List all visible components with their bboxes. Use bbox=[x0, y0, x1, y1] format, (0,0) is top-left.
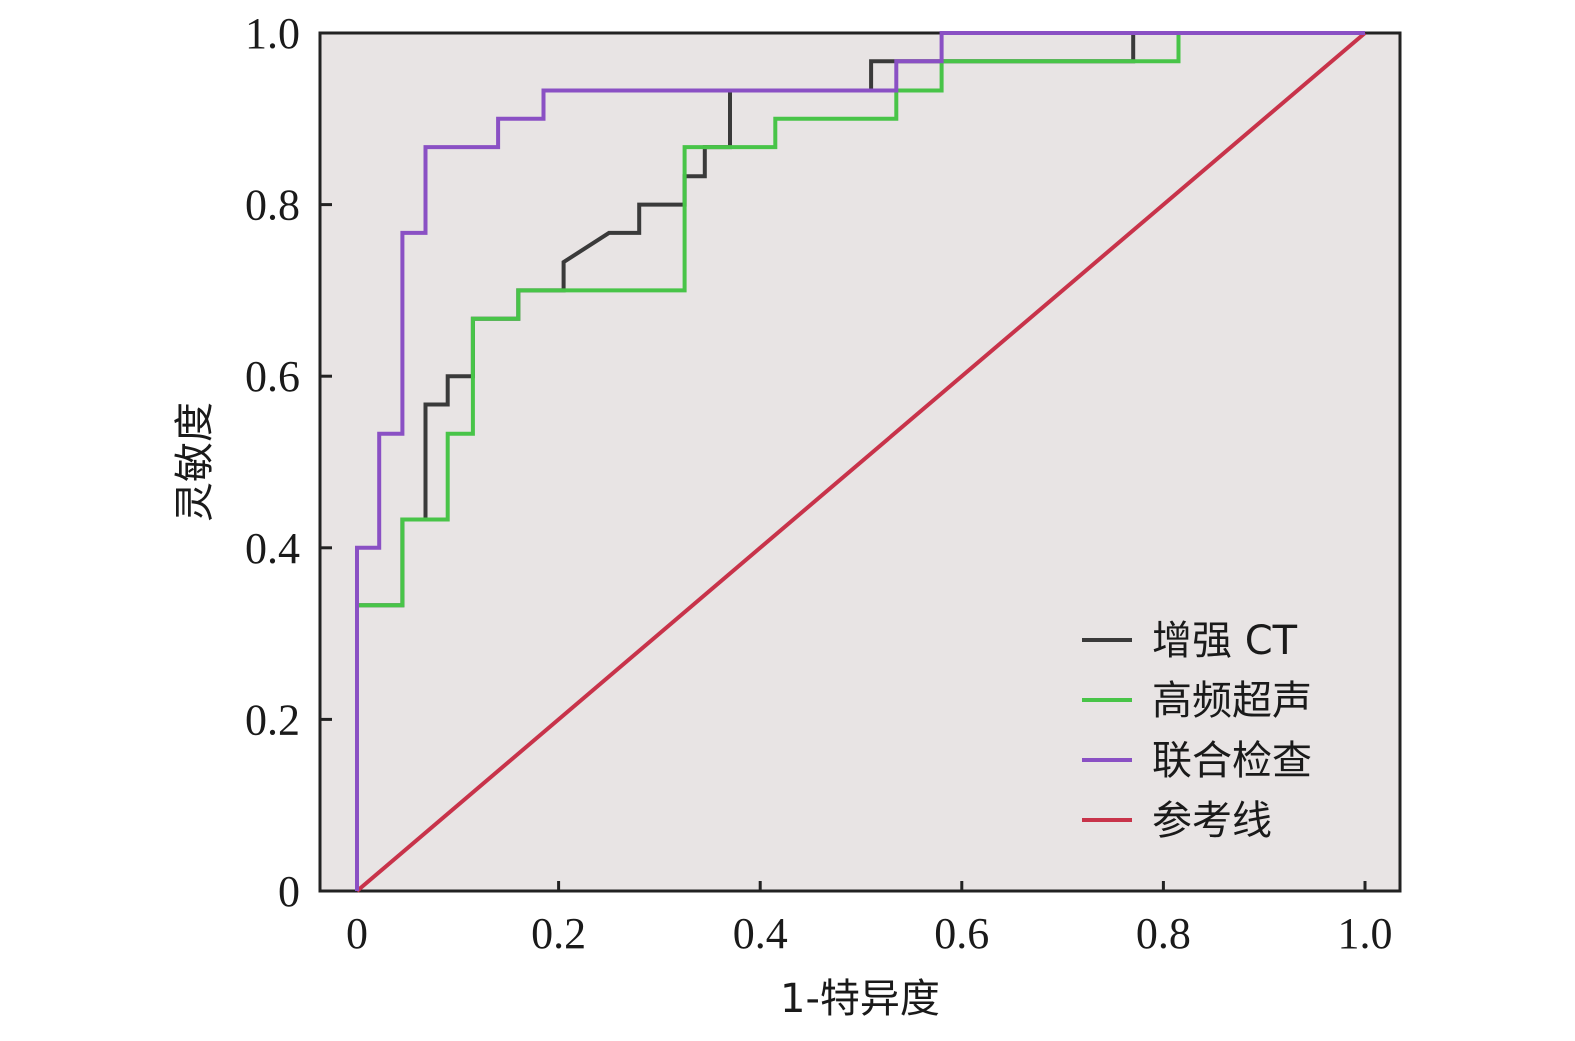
series-group bbox=[355, 31, 1367, 893]
y-tick-label: 0.2 bbox=[245, 695, 300, 744]
series-line-1 bbox=[355, 31, 1365, 891]
y-axis: 0 0.2 0.4 0.6 0.8 1.0 bbox=[245, 9, 332, 916]
x-tick-label: 0.2 bbox=[531, 909, 586, 958]
legend-label: 参考线 bbox=[1152, 798, 1272, 844]
x-tick-label: 0 bbox=[346, 909, 368, 958]
y-tick-label: 0 bbox=[278, 867, 300, 916]
y-tick-label: 0.8 bbox=[245, 181, 300, 230]
legend-label: 联合检查 bbox=[1152, 738, 1312, 784]
legend-label: 高频超声 bbox=[1152, 678, 1312, 724]
y-tick-label: 1.0 bbox=[245, 9, 300, 58]
x-axis: 0 0.2 0.4 0.6 0.8 1.0 bbox=[346, 881, 1393, 958]
x-tick-label: 0.4 bbox=[733, 909, 788, 958]
legend-label: 增强 CT bbox=[1152, 618, 1298, 664]
y-tick-label: 0.6 bbox=[245, 352, 300, 401]
x-tick-label: 1.0 bbox=[1338, 909, 1393, 958]
x-tick-label: 0.8 bbox=[1136, 909, 1191, 958]
y-axis-title: 灵敏度 bbox=[172, 402, 218, 522]
x-axis-title: 1-特异度 bbox=[780, 976, 940, 1022]
x-tick-label: 0.6 bbox=[934, 909, 989, 958]
series-line-3 bbox=[355, 31, 1367, 893]
y-tick-label: 0.4 bbox=[245, 524, 300, 573]
series-line-2 bbox=[355, 31, 1365, 891]
